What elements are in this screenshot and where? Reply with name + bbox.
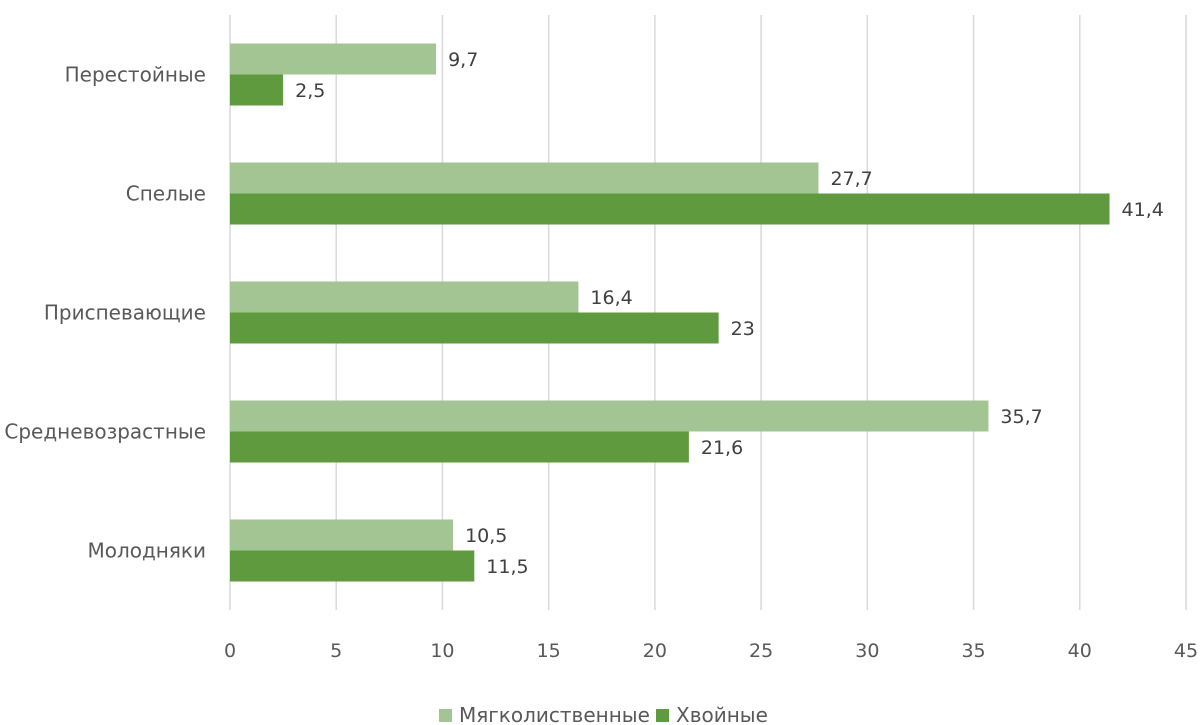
data-label: 9,7 xyxy=(448,49,478,71)
x-tick-label: 0 xyxy=(224,640,236,662)
legend-label-soft-deciduous: Мягколиственные xyxy=(459,703,650,725)
bar-coniferous xyxy=(230,312,719,344)
category-label: Молодняки xyxy=(87,539,206,563)
data-label: 16,4 xyxy=(590,287,632,309)
x-tick-label: 15 xyxy=(537,640,561,662)
legend: Мягколиственные Хвойные xyxy=(439,703,768,725)
data-label: 27,7 xyxy=(830,168,872,190)
legend-label-coniferous: Хвойные xyxy=(676,703,768,725)
data-label: 10,5 xyxy=(465,525,507,547)
bar-soft-deciduous xyxy=(230,43,437,75)
data-label: 21,6 xyxy=(701,437,743,459)
x-axis-tick-labels: 0 5 10 15 20 25 30 35 40 45 xyxy=(224,640,1198,662)
x-tick-label: 45 xyxy=(1174,640,1198,662)
bar-soft-deciduous xyxy=(230,162,819,194)
category-label: Перестойные xyxy=(65,63,206,87)
category-label: Спелые xyxy=(126,182,206,206)
x-tick-label: 5 xyxy=(330,640,342,662)
bar-coniferous xyxy=(230,74,284,106)
data-label: 41,4 xyxy=(1122,199,1164,221)
data-label: 11,5 xyxy=(486,556,528,578)
data-labels: 9,7 2,5 27,7 41,4 16,4 23 35,7 21,6 10,5 11,5 xyxy=(295,49,1164,578)
bar-coniferous xyxy=(230,431,689,463)
category-label: Средневозрастные xyxy=(4,420,206,444)
legend-swatch-coniferous xyxy=(656,709,669,722)
data-label: 35,7 xyxy=(1000,406,1042,428)
bar-coniferous xyxy=(230,193,1110,225)
bar-coniferous xyxy=(230,550,475,582)
x-tick-label: 40 xyxy=(1068,640,1092,662)
x-tick-label: 25 xyxy=(749,640,773,662)
x-tick-label: 20 xyxy=(643,640,667,662)
x-tick-label: 10 xyxy=(430,640,454,662)
data-label: 23 xyxy=(731,318,755,340)
category-label: Приспевающие xyxy=(44,301,206,325)
bar-soft-deciduous xyxy=(230,400,989,432)
data-label: 2,5 xyxy=(295,80,325,102)
legend-swatch-soft-deciduous xyxy=(439,709,452,722)
bar-soft-deciduous xyxy=(230,281,579,313)
bars xyxy=(230,43,1110,582)
category-labels: Перестойные Спелые Приспевающие Средневозра… xyxy=(4,63,206,563)
bar-soft-deciduous xyxy=(230,519,454,551)
x-tick-label: 35 xyxy=(961,640,985,662)
x-tick-label: 30 xyxy=(855,640,879,662)
